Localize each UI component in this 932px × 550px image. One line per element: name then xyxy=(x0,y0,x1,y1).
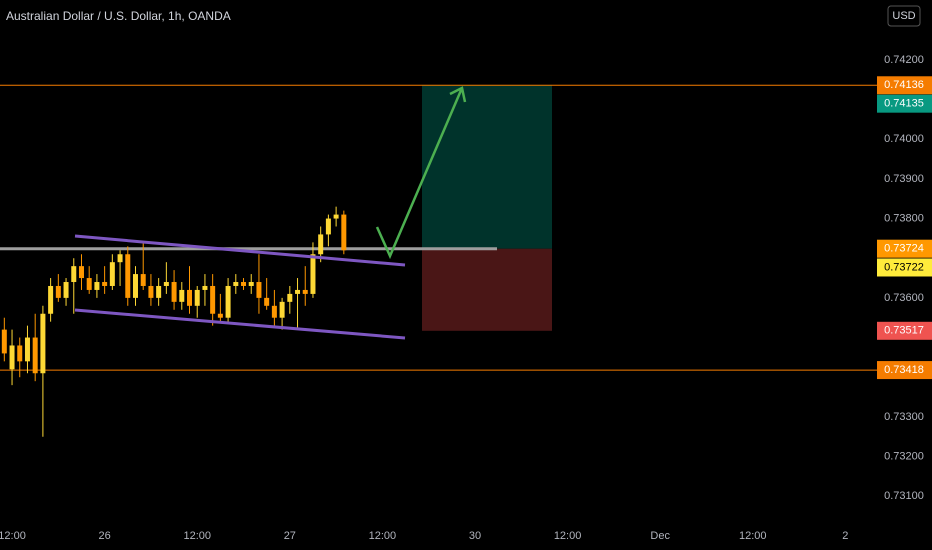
price-badge-label: 0.74135 xyxy=(884,98,924,110)
x-tick-label: 12:00 xyxy=(739,530,767,542)
candle-body xyxy=(194,289,200,306)
candle-body xyxy=(302,289,308,294)
candle-body xyxy=(210,285,216,314)
y-tick-label: 0.73200 xyxy=(884,450,924,462)
x-tick-label: 12:00 xyxy=(369,530,397,542)
x-tick-label: 2 xyxy=(842,530,848,542)
candle-body xyxy=(333,214,339,219)
price-badge xyxy=(877,321,932,340)
price-badge xyxy=(877,258,932,277)
currency-button[interactable] xyxy=(887,5,921,27)
price-badge xyxy=(877,239,932,258)
candle-body xyxy=(341,214,347,251)
candle-body xyxy=(40,313,46,374)
stop-zone xyxy=(422,248,552,331)
candle-body xyxy=(279,301,285,318)
channel-top xyxy=(74,234,406,267)
x-tick-label: 12:00 xyxy=(183,530,211,542)
candle-body xyxy=(32,337,38,374)
price-badge-label: 0.73724 xyxy=(884,243,924,255)
y-tick-label: 0.73600 xyxy=(884,292,924,304)
x-tick-label: 12:00 xyxy=(554,530,582,542)
candle-body xyxy=(71,266,77,283)
candle-body xyxy=(63,282,69,298)
candle-body xyxy=(295,289,301,294)
candle-body xyxy=(287,293,293,302)
candle-body xyxy=(187,289,193,306)
candle-body xyxy=(78,266,84,279)
candle-body xyxy=(310,254,316,294)
candle-body xyxy=(94,282,100,290)
candle-body xyxy=(325,218,331,235)
candle-body xyxy=(86,278,92,290)
price-badge xyxy=(877,94,932,113)
candle-body xyxy=(217,313,223,318)
candle-body xyxy=(225,285,231,318)
x-tick-label: Dec xyxy=(650,530,670,542)
price-badge xyxy=(877,76,932,95)
candle-body xyxy=(140,274,146,286)
price-badge xyxy=(877,361,932,380)
currency-label[interactable]: USD xyxy=(892,10,915,22)
x-tick-label: 12:00 xyxy=(0,530,26,542)
x-tick-label: 27 xyxy=(284,530,296,542)
target-zone xyxy=(422,85,552,249)
drawings xyxy=(74,86,467,340)
candle-body xyxy=(264,297,270,306)
y-tick-label: 0.74200 xyxy=(884,54,924,66)
candle-body xyxy=(24,337,30,362)
candle-body xyxy=(202,285,208,290)
candle-body xyxy=(156,285,162,298)
candle-body xyxy=(318,234,324,255)
candle-body xyxy=(233,282,239,286)
candle-body xyxy=(148,285,154,298)
y-tick-label: 0.74000 xyxy=(884,133,924,145)
candle-body xyxy=(125,254,131,298)
arrow xyxy=(375,87,464,260)
candle-body xyxy=(248,282,254,286)
candle-body xyxy=(102,282,108,286)
candle-body xyxy=(109,262,115,286)
channel-bottom xyxy=(74,308,406,340)
candle-body xyxy=(179,289,185,302)
candle-body xyxy=(48,285,54,314)
chart-title: Australian Dollar / U.S. Dollar, 1h, OAN… xyxy=(6,9,231,23)
y-tick-label: 0.73900 xyxy=(884,173,924,185)
candle-body xyxy=(1,329,7,354)
candle-body xyxy=(163,282,169,286)
arrow-head xyxy=(449,86,467,103)
y-tick-label: 0.73300 xyxy=(884,411,924,423)
y-tick-label: 0.73800 xyxy=(884,212,924,224)
price-badge-label: 0.73722 xyxy=(884,261,924,273)
candle-body xyxy=(17,345,23,362)
candle-body xyxy=(256,282,262,298)
price-badge-label: 0.73418 xyxy=(884,364,924,376)
price-badge-label: 0.73517 xyxy=(884,325,924,337)
candle-body xyxy=(55,285,61,298)
price-badge-label: 0.74136 xyxy=(884,79,924,91)
y-tick-label: 0.73100 xyxy=(884,490,924,502)
candle-body xyxy=(132,274,138,298)
candle-body xyxy=(117,254,123,263)
x-tick-label: 30 xyxy=(469,530,481,542)
x-tick-label: 26 xyxy=(99,530,111,542)
candle-body xyxy=(241,282,247,286)
candle-body xyxy=(171,282,177,302)
candle-body xyxy=(9,345,15,370)
candle-body xyxy=(271,305,277,318)
